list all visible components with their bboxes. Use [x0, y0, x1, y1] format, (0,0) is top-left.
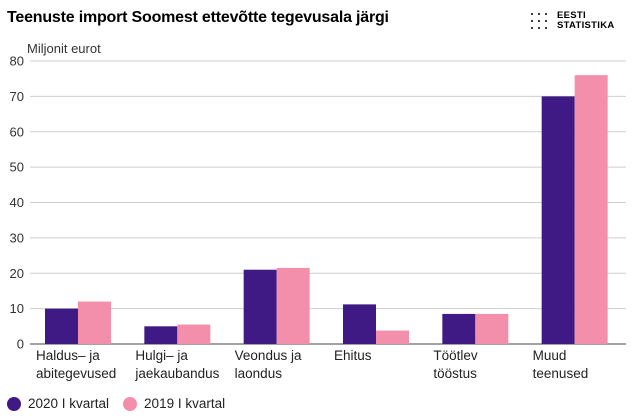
x-category-label-line: tööstus	[433, 366, 477, 381]
x-category-label-line: Töötlev	[433, 348, 478, 363]
logo-dots-icon	[531, 13, 547, 29]
bar-2019-0	[78, 301, 111, 344]
y-tick-label: 50	[10, 160, 24, 175]
logo-line-2: STATISTIKA	[557, 20, 615, 31]
bar-2019-2	[276, 267, 310, 344]
x-category-label-line: laondus	[234, 366, 282, 381]
x-category-label: Muud teenused	[533, 347, 589, 383]
x-category-label-line: Veondus ja	[234, 348, 302, 363]
bar-2020-4	[442, 313, 476, 344]
y-tick-label: 30	[10, 230, 24, 245]
bar-2019-5	[574, 75, 608, 345]
bar-2019-1	[177, 324, 211, 344]
bar-2020-2	[243, 269, 277, 344]
y-tick-label: 40	[10, 195, 24, 210]
x-category-label: Ehitus	[334, 347, 372, 365]
x-category-label-line: teenused	[532, 366, 589, 381]
x-category-label: Töötlev tööstus	[433, 347, 477, 383]
bar-2019-4	[475, 313, 509, 344]
legend-item-2019: 2019 I kvartal	[123, 396, 225, 411]
y-tick-label: 60	[10, 124, 24, 139]
bar-2020-0	[45, 308, 78, 344]
bar-2020-3	[343, 304, 376, 344]
x-category-label: Hulgi– ja jaekaubandus	[135, 347, 219, 383]
x-category-label: Veondus ja laondus	[235, 347, 302, 383]
y-tick-label: 20	[10, 266, 24, 281]
x-category-label-line: Haldus– ja	[36, 348, 100, 363]
legend-swatch-2019	[123, 396, 138, 411]
x-category-label-line: abitegevused	[36, 366, 117, 381]
logo-line-1: EESTI	[557, 10, 586, 21]
chart-title: Teenuste import Soomest ettevõtte tegevu…	[7, 9, 389, 26]
x-category-label-line: Hulgi– ja	[135, 348, 188, 363]
legend-label-2020: 2020 I kvartal	[28, 396, 110, 411]
legend-item-2020: 2020 I kvartal	[7, 396, 109, 411]
y-tick-label: 10	[10, 301, 24, 316]
x-category-label-line: Ehitus	[334, 348, 372, 363]
legend-swatch-2020	[7, 396, 21, 411]
bar-2019-3	[376, 330, 409, 344]
y-tick-label: 0	[17, 337, 24, 352]
x-category-label-line: jaekaubandus	[135, 366, 220, 381]
y-tick-label: 70	[10, 89, 24, 104]
legend-label-2019: 2019 I kvartal	[144, 396, 226, 411]
y-tick-label: 80	[10, 54, 24, 69]
x-category-label: Haldus– ja abitegevused	[36, 347, 116, 383]
bar-2020-5	[541, 96, 575, 344]
y-axis-label: Miljonit eurot	[27, 41, 101, 56]
bar-2020-1	[144, 326, 178, 344]
legend: 2020 I kvartal 2019 I kvartal	[7, 396, 239, 411]
logo-text: EESTI STATISTIKA	[557, 11, 615, 31]
x-category-label-line: Muud	[532, 348, 567, 363]
